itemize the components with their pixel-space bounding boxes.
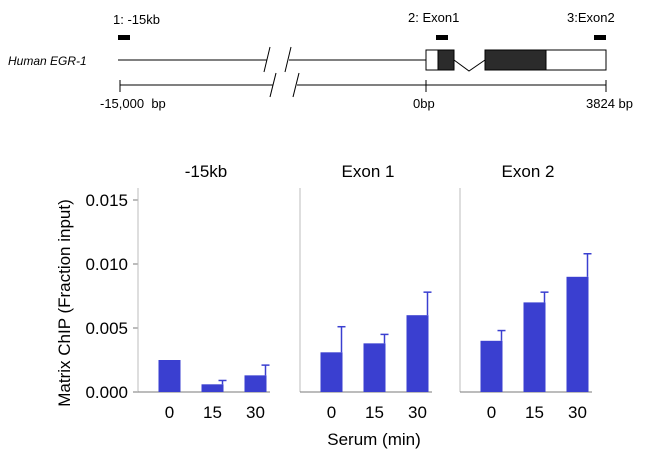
bar-2-1 [523, 302, 546, 392]
scale-label-right: 3824 bp [586, 96, 633, 111]
scale-break-mark-2 [292, 72, 300, 98]
bar-2-0 [480, 340, 503, 392]
panel-title-1: Exon 1 [342, 162, 395, 181]
region-marker-2 [436, 35, 448, 40]
x-tick-label-0-2: 30 [246, 403, 265, 422]
chart-marks: 0.000 0.005 0.010 0.015 -15kb 0 15 30 Exon 1 0 15 3… [85, 162, 592, 422]
exon2-coding [484, 49, 547, 71]
gene-name: Human EGR-1 [8, 54, 87, 68]
y-tick-label-3: 0.015 [85, 191, 128, 210]
x-tick-label-0-1: 15 [203, 403, 222, 422]
exon1-coding [437, 49, 455, 71]
exon2-utr [545, 49, 607, 71]
y-tick-label-2: 0.010 [85, 255, 128, 274]
bar-chart: Matrix ChIP (Fraction input) Serum (min)… [55, 162, 592, 449]
scale-label-zero: 0bp [413, 96, 435, 111]
region-label-1: 1: -15kb [113, 12, 160, 27]
gene-break-mark-2 [284, 46, 292, 73]
x-tick-label-2-1: 15 [525, 403, 544, 422]
scale-label-left: -15,000 bp [100, 96, 166, 111]
region-marker-1 [118, 35, 130, 40]
bar-1-1 [363, 343, 386, 392]
x-tick-label-1-1: 15 [365, 403, 384, 422]
gene-break-mark-1 [263, 46, 271, 73]
region-label-3: 3:Exon2 [567, 10, 615, 25]
x-tick-label-1-0: 0 [327, 403, 336, 422]
y-tick-label-1: 0.005 [85, 319, 128, 338]
x-tick-label-2-2: 30 [568, 403, 587, 422]
region-label-2: 2: Exon1 [408, 10, 459, 25]
bar-1-0 [320, 352, 343, 392]
panel-title-2: Exon 2 [502, 162, 555, 181]
bar-0-2 [244, 375, 267, 392]
region-marker-3 [594, 35, 606, 40]
panel-title-0: -15kb [185, 162, 228, 181]
exon1-utr [425, 49, 439, 71]
bar-2-2 [566, 276, 589, 392]
bar-0-0 [158, 360, 181, 392]
scale-break-mark-1 [269, 72, 277, 98]
x-tick-label-2-0: 0 [487, 403, 496, 422]
gene-map: 1: -15kb 2: Exon1 3:Exon2 Human EGR-1 -1… [8, 10, 633, 111]
x-tick-label-0-0: 0 [165, 403, 174, 422]
bar-0-1 [201, 384, 224, 392]
bar-1-2 [406, 315, 429, 392]
intron [453, 59, 486, 72]
y-tick-label-0: 0.000 [85, 383, 128, 402]
y-axis-label: Matrix ChIP (Fraction input) [55, 199, 74, 407]
x-axis-label: Serum (min) [327, 430, 421, 449]
x-tick-label-1-2: 30 [408, 403, 427, 422]
